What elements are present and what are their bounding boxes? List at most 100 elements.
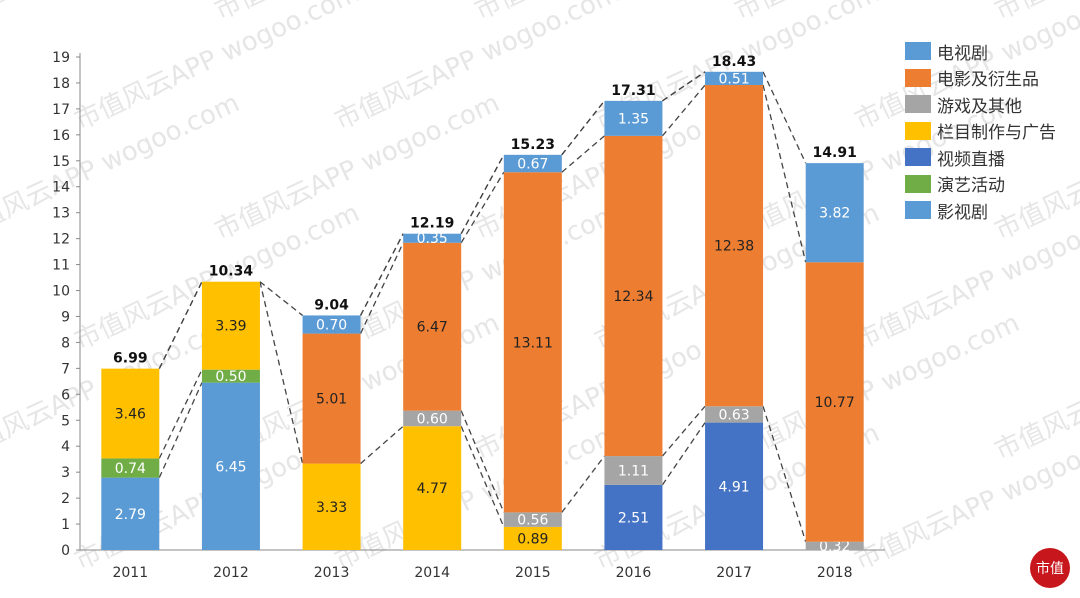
data-label: 3.82 xyxy=(819,206,850,222)
bar-segment xyxy=(604,100,663,136)
connector-line xyxy=(460,425,505,528)
y-tick-label: 9 xyxy=(61,309,70,325)
bar-segment xyxy=(201,369,260,383)
bar-segment xyxy=(302,463,361,550)
bar-segment xyxy=(403,233,462,243)
legend-swatch xyxy=(905,174,931,193)
bar-segment xyxy=(705,422,764,550)
legend-swatch xyxy=(905,201,931,220)
y-tick-label: 15 xyxy=(52,154,70,170)
data-label: 0.35 xyxy=(417,231,448,247)
bar-segment xyxy=(604,456,663,485)
y-tick-label: 2 xyxy=(61,491,70,507)
bar-segment xyxy=(604,135,663,457)
bar-segment xyxy=(403,426,462,550)
data-label: 6.45 xyxy=(215,459,246,475)
connector-line xyxy=(158,382,203,478)
y-tick-label: 6 xyxy=(61,387,70,403)
data-label: 1.11 xyxy=(618,463,649,479)
bar-segment xyxy=(302,333,361,464)
total-label: 15.23 xyxy=(511,137,555,153)
y-tick-label: 10 xyxy=(52,284,70,300)
bar-segment xyxy=(101,458,160,478)
y-tick-label: 3 xyxy=(61,465,70,481)
connector-line xyxy=(762,71,807,164)
x-tick-label: 2014 xyxy=(414,565,450,581)
total-label: 10.34 xyxy=(209,264,254,280)
legend-swatch xyxy=(905,95,931,114)
connector-line xyxy=(359,233,404,316)
x-tick-label: 2018 xyxy=(817,565,853,581)
total-label: 9.04 xyxy=(314,297,349,313)
bar-segment xyxy=(604,484,663,550)
legend-item: 电视剧 xyxy=(905,38,1056,65)
y-tick-label: 19 xyxy=(52,50,70,66)
x-tick-label: 2015 xyxy=(515,565,551,581)
legend-label: 电影及衍生品 xyxy=(937,70,1039,91)
data-label: 1.35 xyxy=(618,111,649,127)
x-tick-label: 2016 xyxy=(616,565,652,581)
bar-segment xyxy=(403,410,462,427)
y-tick-label: 17 xyxy=(52,102,70,118)
bar-segment xyxy=(705,71,764,86)
legend-item: 栏目制作与广告 xyxy=(905,118,1056,145)
data-label: 10.77 xyxy=(815,395,855,411)
bar-segment xyxy=(805,541,864,550)
legend-label: 视频直播 xyxy=(937,149,1005,170)
legend-label: 游戏及其他 xyxy=(937,96,1022,117)
connector-line xyxy=(661,84,706,137)
bar-segment xyxy=(403,242,462,411)
connector-line xyxy=(460,154,505,235)
legend-label: 栏目制作与广告 xyxy=(937,123,1056,144)
legend-label: 电视剧 xyxy=(937,43,988,64)
y-tick-label: 1 xyxy=(61,517,70,533)
data-label: 12.38 xyxy=(714,239,754,255)
connector-line xyxy=(762,406,807,542)
data-label: 0.56 xyxy=(517,513,548,529)
watermark: 市值风云APP wogoo.com xyxy=(0,0,244,26)
data-label: 0.63 xyxy=(718,407,749,423)
data-label: 0.50 xyxy=(215,369,246,385)
legend: 电视剧电影及衍生品 游戏及其他栏目制作与广告 视频直播演艺活动影视剧 xyxy=(905,38,1056,224)
x-tick-label: 2013 xyxy=(314,565,350,581)
data-label: 6.47 xyxy=(417,320,448,336)
connector-line xyxy=(561,100,605,156)
bar-segment xyxy=(503,154,562,173)
data-label: 0.51 xyxy=(718,71,749,87)
total-label: 12.19 xyxy=(410,216,454,232)
connector-line xyxy=(359,242,404,334)
data-label: 0.60 xyxy=(417,411,448,427)
bar-segment xyxy=(302,315,361,334)
bar-segment xyxy=(101,368,160,459)
data-label: 2.79 xyxy=(115,507,146,523)
x-tick-label: 2011 xyxy=(112,565,148,581)
connector-line xyxy=(662,71,706,102)
legend-label: 演艺活动 xyxy=(937,176,1005,197)
bar-segment xyxy=(805,262,864,542)
connector-line xyxy=(661,422,706,486)
legend-swatch xyxy=(905,42,931,61)
legend-item: 电影及衍生品 xyxy=(905,65,1056,92)
connector-line xyxy=(460,171,505,244)
bar-segment xyxy=(805,163,864,263)
legend-item: 演艺活动 xyxy=(905,171,1056,198)
legend-item: 视频直播 xyxy=(905,144,1056,171)
bar-segment xyxy=(503,172,562,513)
y-tick-label: 12 xyxy=(52,232,70,248)
legend-item: 游戏及其他 xyxy=(905,91,1056,118)
bar-segment xyxy=(705,85,764,407)
data-label: 13.11 xyxy=(513,335,553,351)
y-tick-label: 18 xyxy=(52,76,70,92)
connector-line xyxy=(661,405,706,457)
total-label: 17.31 xyxy=(611,83,655,99)
connector-line xyxy=(259,281,303,316)
bar-segment xyxy=(101,477,160,550)
legend-label: 影视剧 xyxy=(937,202,988,223)
bar-segment xyxy=(503,526,562,550)
bar-segment xyxy=(705,406,764,423)
y-tick-label: 11 xyxy=(52,258,70,274)
total-label: 14.91 xyxy=(813,145,857,161)
connector-line xyxy=(259,281,304,464)
